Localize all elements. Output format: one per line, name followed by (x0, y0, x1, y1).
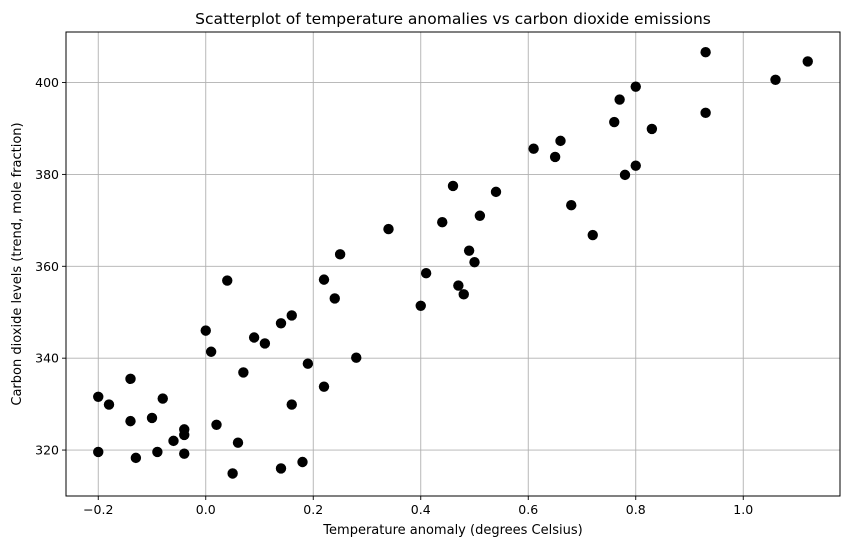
data-point (614, 94, 625, 105)
data-point (157, 393, 168, 404)
data-point (770, 74, 781, 85)
data-point (179, 429, 190, 441)
data-point (453, 280, 464, 291)
data-point (415, 300, 426, 312)
data-point (646, 123, 658, 135)
data-point (469, 256, 480, 268)
data-point (555, 135, 566, 147)
data-point (463, 245, 475, 256)
y-tick-label: 360 (35, 259, 59, 274)
y-tick-label: 400 (35, 75, 59, 90)
data-point (93, 391, 104, 402)
x-tick-label: 0.2 (303, 502, 323, 517)
data-point (318, 381, 330, 392)
data-point (437, 216, 448, 228)
data-point (587, 229, 598, 241)
data-point (275, 318, 287, 329)
data-point (146, 412, 158, 424)
grid (66, 32, 840, 496)
plot-frame (65, 31, 841, 497)
data-point (630, 160, 641, 171)
data-point (700, 47, 711, 58)
data-point (152, 446, 163, 458)
data-point (238, 367, 249, 378)
chart-title: Scatterplot of temperature anomalies vs … (195, 10, 711, 28)
x-tick-label: −0.2 (83, 502, 113, 517)
data-point (447, 180, 459, 192)
x-tick-label: 0.4 (411, 502, 431, 517)
data-point (619, 169, 631, 181)
data-point (286, 310, 297, 321)
data-point (700, 107, 711, 119)
data-point (93, 446, 104, 458)
data-point (334, 249, 346, 260)
data-point (490, 186, 502, 198)
data-point (609, 116, 620, 128)
data-points (93, 47, 813, 479)
data-point (420, 267, 432, 279)
axis-ticks: −0.2 0.0 0.2 0.4 0.6 0.8 1.0 320 340 360 380 400 (35, 75, 753, 517)
x-tick-label: 0.8 (626, 502, 646, 517)
y-tick-label: 380 (35, 167, 59, 182)
data-point (458, 289, 469, 300)
y-axis-label: Carbon dioxide levels (trend, mole fract… (10, 122, 25, 405)
data-point (329, 293, 340, 304)
data-point (232, 437, 244, 448)
data-point (259, 338, 271, 349)
data-point (286, 399, 297, 410)
data-point (200, 325, 211, 336)
data-point (125, 415, 136, 427)
data-point (125, 373, 136, 385)
data-point (351, 352, 362, 363)
x-axis-label: Temperature anomaly (degrees Celsius) (322, 523, 582, 538)
data-point (248, 332, 260, 343)
data-point (297, 456, 308, 468)
data-point (227, 468, 238, 479)
data-point (103, 399, 115, 410)
data-point (205, 346, 217, 357)
data-point (474, 210, 486, 221)
data-point (383, 223, 394, 235)
data-point (549, 151, 561, 163)
y-tick-label: 340 (35, 351, 59, 366)
data-point (802, 56, 813, 67)
x-tick-label: 1.0 (733, 502, 753, 517)
data-point (168, 435, 179, 447)
data-point (211, 419, 222, 430)
x-tick-label: 0.0 (196, 502, 216, 517)
data-point (528, 143, 539, 154)
data-point (179, 448, 190, 459)
y-tick-label: 320 (35, 443, 59, 458)
data-point (130, 452, 142, 464)
data-point (318, 274, 330, 285)
data-point (566, 199, 577, 211)
x-tick-label: 0.6 (518, 502, 538, 517)
data-point (275, 463, 287, 474)
data-point (222, 275, 233, 286)
data-point (302, 358, 314, 369)
data-point (630, 81, 641, 92)
